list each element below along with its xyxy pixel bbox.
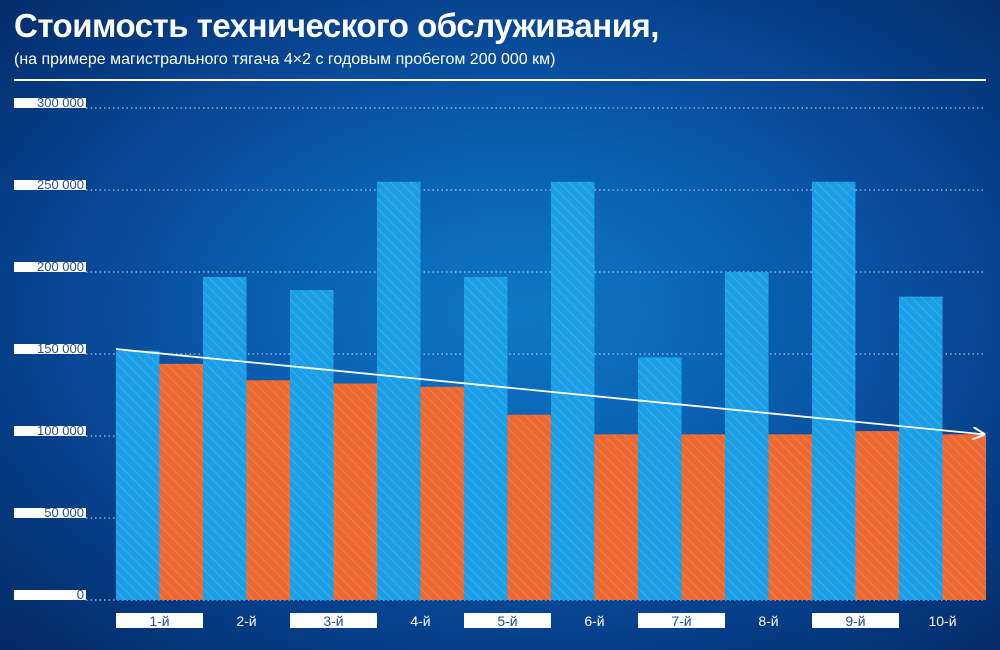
bar-series-b — [420, 386, 464, 600]
bar-hatch — [116, 350, 160, 600]
bar-hatch — [725, 272, 769, 600]
x-label-box — [116, 613, 203, 628]
bar-hatch — [899, 296, 943, 600]
x-tick-label: 5-й — [497, 613, 517, 629]
bar-hatch — [507, 414, 551, 600]
bar-hatch — [681, 434, 725, 600]
y-tick-box — [14, 590, 86, 600]
bar-hatch — [638, 357, 682, 600]
bar-series-b — [855, 431, 899, 600]
y-tick-box — [14, 426, 86, 436]
bar-series-a — [203, 276, 247, 600]
x-tick-label: 10-й — [928, 613, 956, 629]
x-tick-label: 4-й — [410, 613, 430, 629]
bar-series-b — [681, 434, 725, 600]
bar-hatch — [203, 276, 247, 600]
x-tick-label: 7-й — [671, 613, 691, 629]
bar-series-a — [551, 181, 595, 601]
bar-series-a — [725, 272, 769, 600]
y-tick-box — [14, 180, 86, 190]
chart-title: Стоимость технического обслуживания, — [14, 7, 659, 44]
bar-hatch — [333, 383, 377, 600]
bar-series-b — [594, 434, 638, 600]
bar-series-a — [377, 181, 421, 601]
bar-hatch — [159, 363, 203, 600]
x-axis-labels: 1-й 2-й 3-й 4-й 5-й 6-й 7-й 8-й 9-й 10-й — [116, 613, 957, 629]
bar-series-b — [768, 434, 812, 600]
x-tick-label: 8-й — [758, 613, 778, 629]
y-tick-label: 0 — [77, 587, 84, 602]
bar-hatch — [855, 431, 899, 600]
bar-series-a — [812, 181, 856, 601]
bar-series-b — [507, 414, 551, 600]
bar-hatch — [464, 276, 508, 600]
x-label-box — [812, 613, 899, 628]
y-tick-box — [14, 262, 86, 272]
bar-hatch — [377, 181, 421, 601]
bar-series-a — [638, 357, 682, 600]
bar-hatch — [812, 181, 856, 601]
x-tick-label: 1-й — [149, 613, 169, 629]
bar-series-a — [899, 296, 943, 600]
x-label-box — [638, 613, 725, 628]
y-tick-label: 150 000 — [37, 341, 84, 356]
title-divider — [14, 79, 986, 81]
bar-hatch — [594, 434, 638, 600]
bar-series-a — [290, 290, 334, 600]
bar-series-b — [333, 383, 377, 600]
bar-hatch — [768, 434, 812, 600]
y-tick-box — [14, 98, 86, 108]
x-tick-label: 3-й — [323, 613, 343, 629]
bar-series-a — [464, 276, 508, 600]
x-label-box — [464, 613, 551, 628]
bar-hatch — [246, 380, 290, 600]
x-tick-label: 6-й — [584, 613, 604, 629]
bar-hatch — [420, 386, 464, 600]
bar-series-b — [159, 363, 203, 600]
trend-line — [115, 348, 984, 434]
bar-series-b — [246, 380, 290, 600]
x-label-box — [290, 613, 377, 628]
y-tick-label: 300 000 — [37, 95, 84, 110]
trend-line-group — [115, 348, 984, 434]
y-tick-label: 250 000 — [37, 177, 84, 192]
y-tick-box — [14, 344, 86, 354]
bar-hatch — [290, 290, 334, 600]
bars — [116, 181, 986, 601]
bar-hatch — [551, 181, 595, 601]
x-tick-label: 2-й — [236, 613, 256, 629]
bar-series-b — [942, 434, 986, 600]
y-tick-label: 100 000 — [37, 423, 84, 438]
bar-hatch — [942, 434, 986, 600]
y-tick-label: 50 000 — [44, 505, 84, 520]
chart-subtitle: (на примере магистрального тягача 4×2 с … — [14, 51, 556, 68]
bar-series-a — [116, 350, 160, 600]
y-tick-label: 200 000 — [37, 259, 84, 274]
x-tick-label: 9-й — [845, 613, 865, 629]
y-tick-box — [14, 508, 86, 518]
y-axis-ticks: 300 000 250 000 200 000 150 000 100 000 50 00… — [14, 95, 86, 602]
